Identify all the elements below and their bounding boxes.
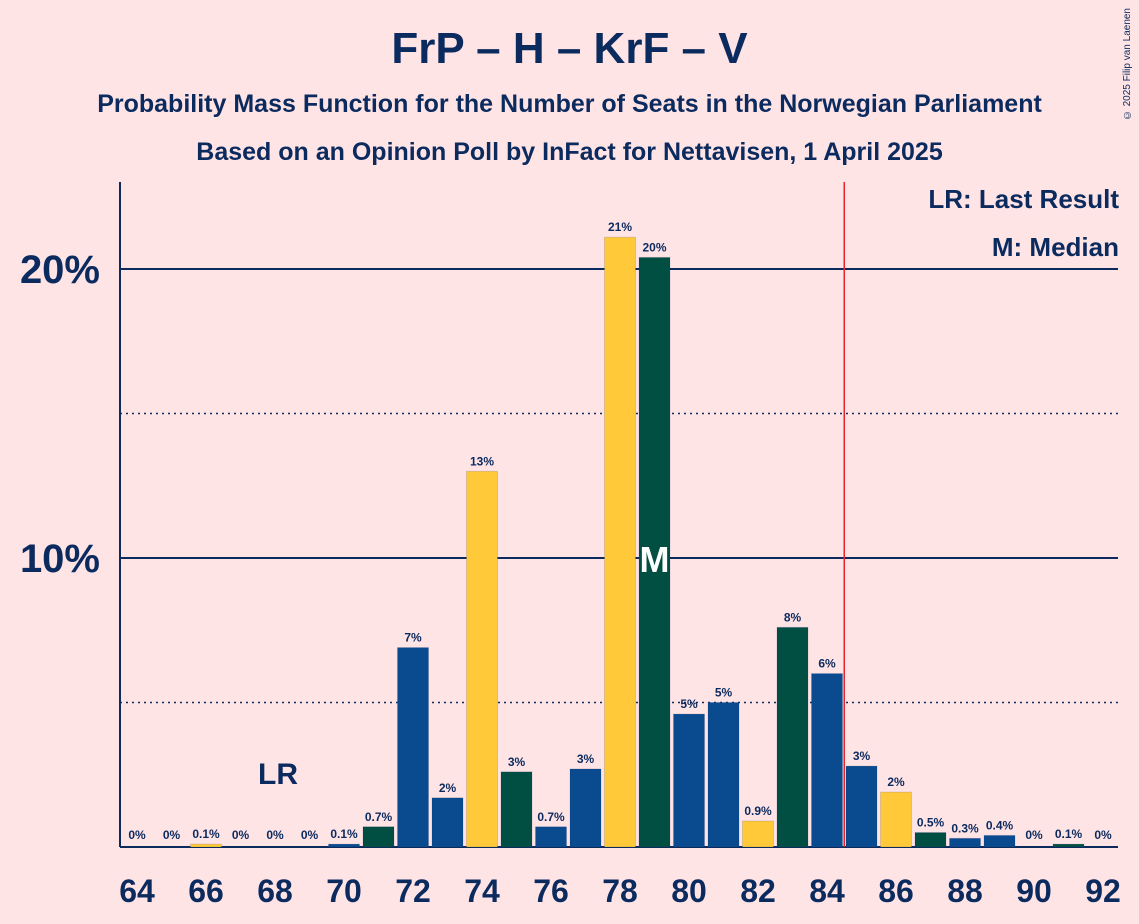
y-tick-label: 20% [20,248,100,292]
x-tick-label: 74 [464,873,500,909]
bar-seat-72 [397,647,429,848]
bar-seat-76 [535,826,567,848]
bar-seat-71 [362,826,395,848]
data-label: 5% [715,686,733,700]
data-label: 0% [232,828,250,842]
data-label: 3% [508,755,526,769]
chart-subtitle: Probability Mass Function for the Number… [97,90,1042,118]
data-label: 6% [818,657,836,671]
data-label: 7% [404,631,422,645]
last-result-marker: LR [258,758,298,791]
x-tick-label: 64 [119,873,155,909]
data-label: 0.1% [330,827,358,841]
bar-seat-81 [707,702,740,848]
chart-subtitle-poll: Based on an Opinion Poll by InFact for N… [196,138,943,166]
data-label: 0.5% [917,816,945,830]
data-label: 5% [680,697,698,711]
bar-seat-91 [1052,843,1085,848]
data-label: 0.7% [537,810,565,824]
data-label: 3% [577,752,595,766]
data-label: 0.9% [744,804,772,818]
data-label: 21% [608,220,632,234]
data-label: 2% [887,775,905,789]
bar-seat-78 [604,236,636,848]
x-tick-label: 76 [533,873,569,909]
data-label: 0% [1094,828,1112,842]
bar-seat-77 [569,768,602,848]
bar-seat-66 [190,843,222,848]
bar-seat-83 [776,626,809,848]
data-label: 0% [1025,828,1043,842]
bar-seat-85 [845,765,878,848]
data-label: 8% [784,610,802,624]
bar-seat-82 [742,820,774,848]
x-tick-label: 88 [947,873,983,909]
x-tick-label: 86 [878,873,914,909]
bar-seat-70 [328,843,360,848]
data-label: 0.4% [986,818,1014,832]
bar-seat-84 [811,673,843,848]
data-label: 2% [439,781,457,795]
x-tick-label: 82 [740,873,776,909]
x-tick-label: 78 [602,873,638,909]
data-label: 0% [301,828,319,842]
x-tick-label: 80 [671,873,707,909]
bar-seat-73 [431,797,464,848]
x-tick-label: 66 [188,873,224,909]
x-tick-label: 68 [257,873,293,909]
data-label: 13% [470,454,494,468]
y-tick-label: 10% [20,537,100,581]
bar-seat-74 [466,470,498,848]
bar-seat-87 [914,832,947,848]
bar-seat-75 [500,771,533,848]
x-tick-label: 84 [809,873,845,909]
x-tick-label: 90 [1016,873,1052,909]
data-label: 0.1% [192,827,220,841]
x-tick-label: 92 [1085,873,1121,909]
x-tick-label: 70 [326,873,362,909]
data-label: 0.7% [365,810,393,824]
bar-seat-88 [949,837,981,848]
x-tick-label: 72 [395,873,431,909]
data-label: 0.1% [1055,827,1083,841]
legend-last-result: LR: Last Result [928,184,1119,214]
data-label: 20% [642,240,666,254]
median-marker: M [640,539,670,580]
data-label: 0% [128,828,146,842]
chart-title: FrP – H – KrF – V [391,24,748,73]
data-label: 0.3% [951,821,979,835]
bar-seat-80 [673,713,705,848]
data-label: 0% [266,828,284,842]
bar-seat-79 [638,256,671,848]
bar-seat-86 [880,791,912,848]
data-label: 3% [853,749,871,763]
data-label: 0% [163,828,181,842]
bar-seat-89 [983,834,1016,848]
legend-median: M: Median [991,232,1119,262]
